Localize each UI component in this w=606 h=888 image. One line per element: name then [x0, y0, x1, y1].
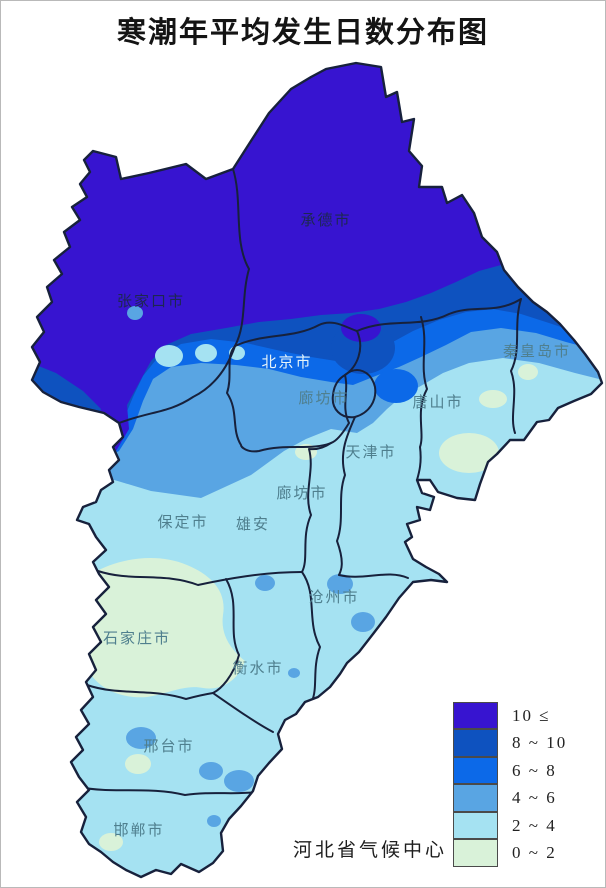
blob-6-8-north-tianjin	[374, 369, 418, 403]
legend-label: 6 ~ 8	[512, 760, 557, 780]
city-label: 廊坊市	[276, 485, 327, 502]
spot-0-2	[125, 754, 151, 774]
legend-row: 6 ~ 8	[453, 756, 567, 785]
blob-10-ne-beijing	[341, 314, 381, 342]
spot-2-4	[195, 344, 217, 362]
spot-4-6	[327, 574, 353, 594]
legend-row: 0 ~ 2	[453, 839, 567, 868]
spot-0-2	[99, 833, 123, 851]
spot-4-6	[126, 727, 156, 749]
city-label: 邯郸市	[113, 822, 164, 839]
spot-0-2	[295, 444, 317, 460]
legend-label: 0 ~ 2	[512, 843, 557, 863]
map-title: 寒潮年平均发生日数分布图	[116, 17, 489, 49]
legend-swatch	[453, 701, 498, 729]
city-boundaries	[78, 168, 522, 796]
legend-label: 4 ~ 6	[512, 788, 557, 808]
legend-swatch	[453, 839, 498, 867]
city-label: 张家口市	[117, 293, 185, 310]
city-label: 北京市	[261, 354, 312, 371]
legend-swatch	[453, 784, 498, 812]
legend-row: 4 ~ 6	[453, 784, 567, 813]
city-label: 沧州市	[308, 589, 359, 606]
region-0-2-coastal	[439, 433, 499, 473]
city-label: 雄安	[236, 516, 270, 533]
legend-label: 2 ~ 4	[512, 815, 557, 835]
city-label: 承德市	[300, 211, 351, 229]
region-0-2-shijiazhuang	[82, 558, 245, 698]
city-label: 保定市	[157, 514, 208, 531]
credit-text: 河北省气候中心	[293, 840, 448, 861]
spot-4-6-zhangjiakou	[127, 306, 143, 320]
province-outline	[30, 61, 604, 879]
spot-4-6	[255, 575, 275, 591]
legend-swatch	[453, 756, 498, 784]
legend-row: 10 ≤	[453, 701, 567, 730]
spot-4-6	[224, 770, 254, 792]
spot-0-2	[479, 390, 507, 408]
spot-4-6	[288, 668, 300, 678]
legend: 10 ≤ 8 ~ 10 6 ~ 8 4 ~ 6 2 ~ 4 0 ~ 2	[453, 701, 568, 868]
spot-0-2	[540, 439, 566, 459]
city-label: 天津市	[345, 444, 396, 461]
legend-row: 8 ~ 10	[453, 729, 568, 758]
legend-swatch	[453, 729, 498, 757]
legend-row: 2 ~ 4	[453, 811, 567, 840]
city-label: 秦皇岛市	[503, 343, 571, 360]
city-label: 石家庄市	[103, 629, 171, 647]
legend-swatch	[453, 811, 498, 839]
city-label: 唐山市	[412, 394, 463, 411]
legend-label: 8 ~ 10	[512, 733, 568, 753]
spot-4-6	[351, 612, 375, 632]
legend-label: 10 ≤	[512, 705, 551, 725]
city-label: 邢台市	[143, 738, 194, 755]
city-label: 廊坊市	[298, 390, 349, 407]
city-label: 衡水市	[232, 660, 283, 677]
spot-0-2	[518, 364, 538, 380]
spot-4-6	[207, 815, 221, 827]
spot-4-6	[199, 762, 223, 780]
spot-2-4	[155, 345, 183, 367]
